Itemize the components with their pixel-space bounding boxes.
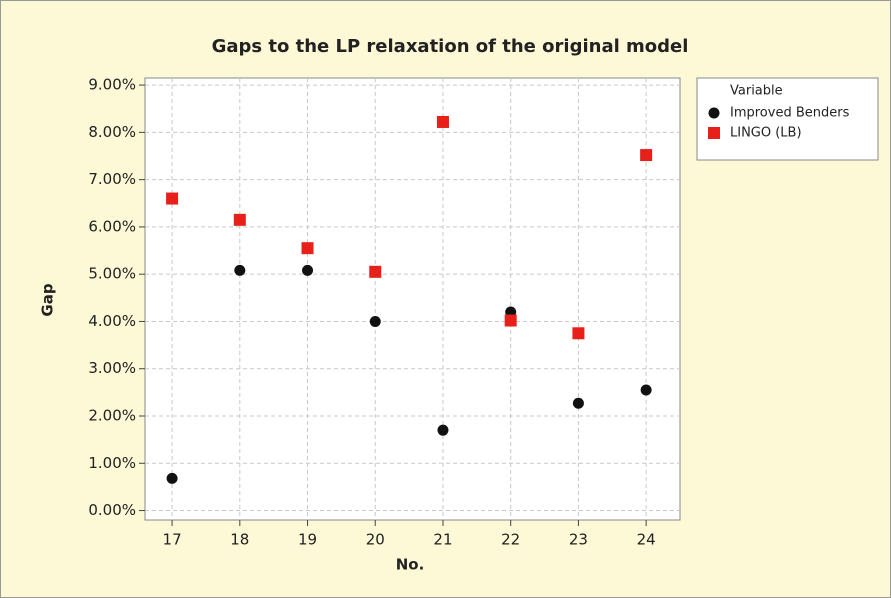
y-tick-label: 6.00% [88, 217, 136, 235]
point [436, 115, 449, 128]
y-tick-label: 3.00% [88, 359, 136, 377]
y-tick-label: 2.00% [88, 407, 136, 425]
chart-title: Gaps to the LP relaxation of the origina… [212, 36, 689, 57]
y-tick-label: 9.00% [88, 76, 136, 94]
legend-marker [708, 127, 720, 139]
y-tick-label: 8.00% [88, 123, 136, 141]
point [504, 314, 517, 327]
x-axis-label: No. [396, 556, 425, 574]
point [233, 213, 246, 226]
x-tick-label: 23 [569, 531, 588, 549]
point [369, 315, 381, 327]
y-axis-label: Gap [39, 283, 57, 316]
legend [696, 77, 879, 161]
x-tick-label: 17 [163, 531, 182, 549]
x-tick-label: 24 [637, 531, 656, 549]
x-tick-label: 21 [433, 531, 452, 549]
point [640, 384, 652, 396]
point [301, 242, 314, 255]
point [166, 472, 178, 484]
point [572, 327, 585, 340]
x-tick-label: 18 [230, 531, 249, 549]
point [640, 149, 653, 162]
legend-label: LINGO (LB) [730, 126, 802, 141]
y-tick-label: 4.00% [88, 312, 136, 330]
plot-area [144, 77, 681, 521]
point [234, 264, 246, 276]
y-tick-label: 0.00% [88, 501, 136, 519]
x-tick-label: 19 [298, 531, 317, 549]
point [166, 192, 179, 205]
legend-title: Variable [730, 84, 783, 99]
x-tick-label: 22 [501, 531, 520, 549]
y-tick-label: 1.00% [88, 454, 136, 472]
y-tick-label: 7.00% [88, 170, 136, 188]
legend-marker [708, 107, 720, 119]
x-tick-label: 20 [366, 531, 385, 549]
point [302, 264, 314, 276]
point [437, 424, 449, 436]
point [572, 397, 584, 409]
legend-label: Improved Benders [730, 106, 850, 121]
point [369, 265, 382, 278]
y-tick-label: 5.00% [88, 265, 136, 283]
